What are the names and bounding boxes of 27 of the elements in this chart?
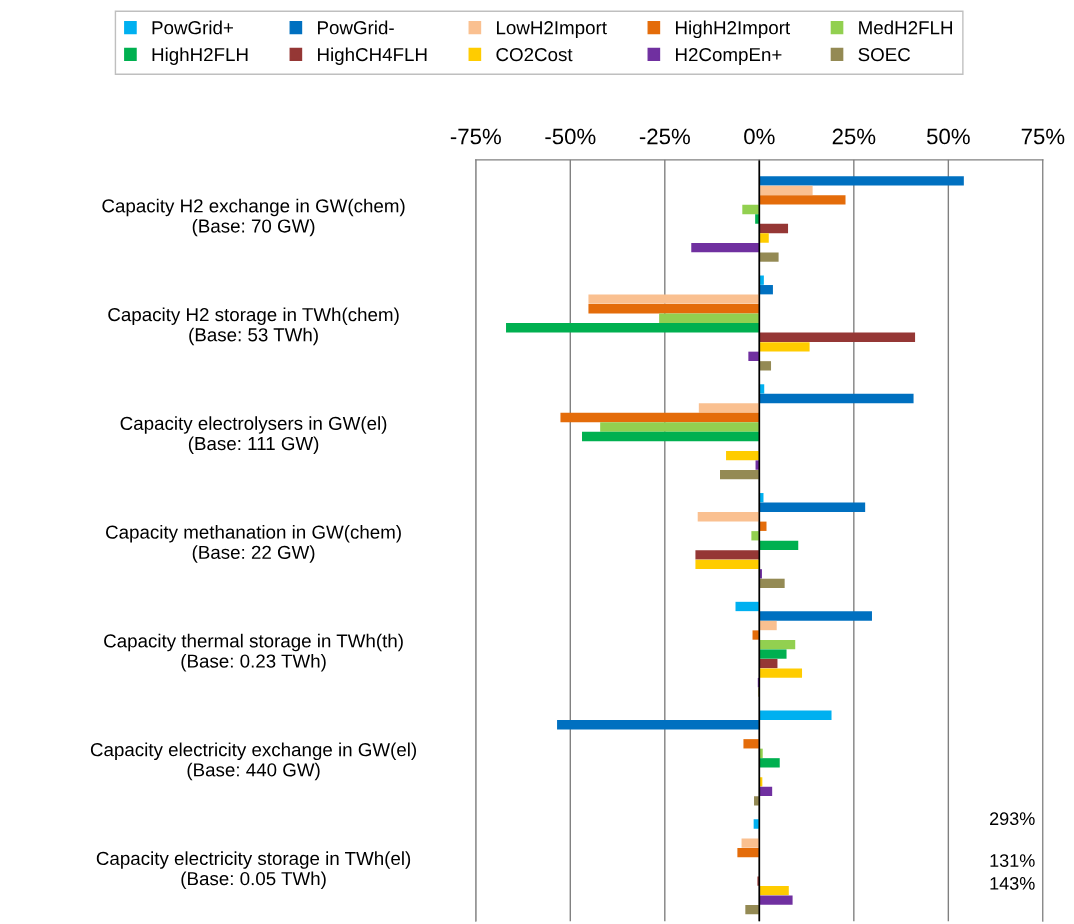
text: 131% <box>990 854 1035 867</box>
x-tick-label: 0% <box>744 128 775 145</box>
x-tick-label: -25% <box>639 128 690 145</box>
y-tick-label: Capacity electrolysers in GW(el) (Base: 111 GW) <box>120 416 387 454</box>
y-tick-label: Capacity methanation in GW(chem) (Base: 22 GW) <box>106 525 401 563</box>
legend-label: CO2Cost <box>496 47 573 62</box>
legend-label: SOEC <box>858 47 911 62</box>
legend-label: HighCH4FLH <box>318 47 427 65</box>
y-tick-label: Capacity thermal storage in TWh(th) (Base: 0.23 TWh) <box>104 633 403 672</box>
x-tick-label: 25% <box>832 128 876 145</box>
x-tick-label: -75% <box>450 128 501 145</box>
x-tick-label: -50% <box>545 128 596 145</box>
legend-label: HighH2Import <box>676 20 791 39</box>
y-tick-label: Capacity electricity exchange in GW(el) (Base: 440 GW) <box>90 742 416 781</box>
legend-label: MedH2FLH <box>859 20 952 35</box>
x-tick-label: 75% <box>1021 128 1065 145</box>
text: 143% <box>990 876 1035 890</box>
legend-label: H2CompEn+ <box>676 47 782 65</box>
y-tick-label: Capacity H2 storage in TWh(chem) (Base: 53 TWh) <box>108 307 399 346</box>
legend-label: LowH2Import <box>497 21 607 39</box>
x-tick-label: 50% <box>926 128 970 145</box>
legend-label: PowGrid- <box>318 20 394 35</box>
legend-label: PowGrid+ <box>152 20 233 35</box>
y-tick-label: Capacity H2 exchange in GW(chem) (Base: 70 GW) <box>102 198 405 237</box>
y-tick-label: Capacity electricity storage in TWh(el) (Base: 0.05 TWh) <box>96 851 411 889</box>
legend-label: HighH2FLH <box>152 47 248 65</box>
text: 293% <box>990 812 1035 826</box>
